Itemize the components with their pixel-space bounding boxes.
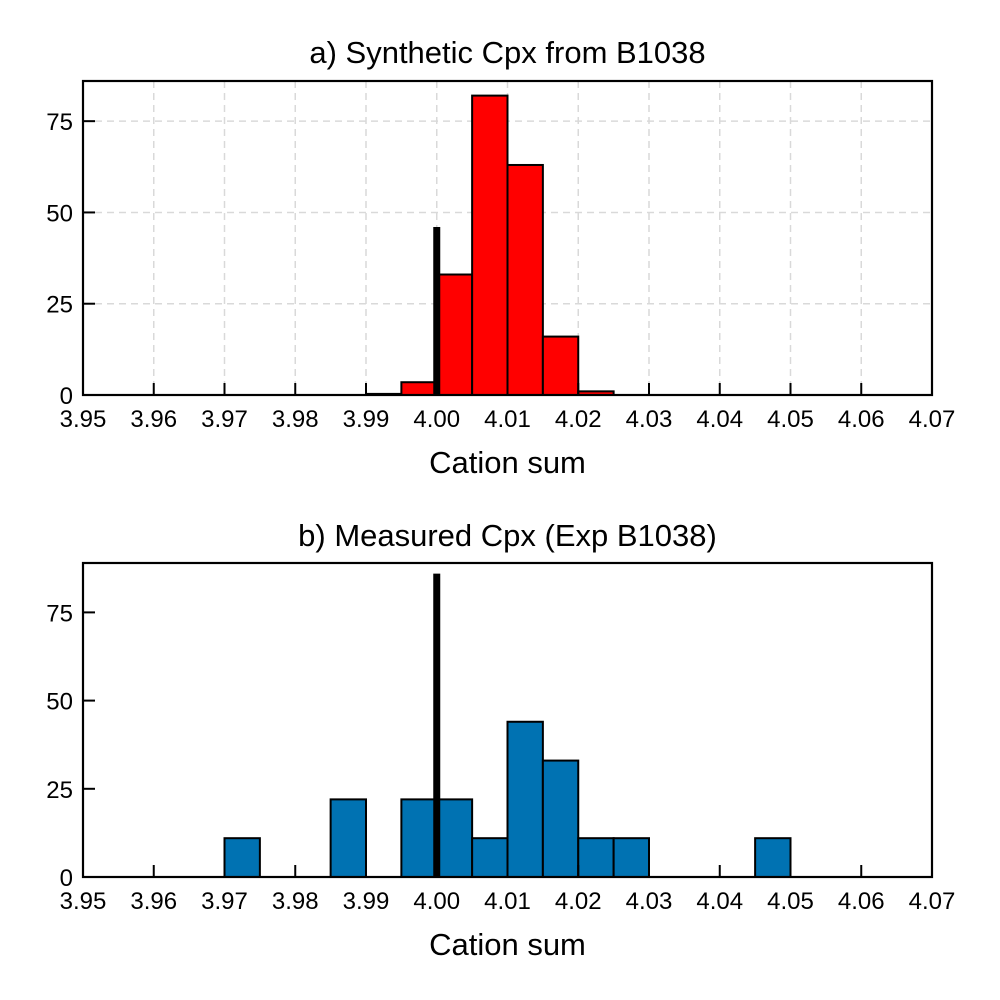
x-tick-label: 3.99 xyxy=(343,888,390,915)
histogram-bar xyxy=(471,94,509,397)
histogram-bar xyxy=(612,837,650,879)
x-tick-label: 3.96 xyxy=(130,406,177,433)
histogram-bar xyxy=(506,720,544,878)
x-tick-label: 3.97 xyxy=(201,888,248,915)
histogram-bar xyxy=(223,837,261,879)
histogram-bar xyxy=(577,837,615,879)
panel-a: a) Synthetic Cpx from B1038 3.95 3.96 3.97 3… xyxy=(46,35,955,480)
x-tick-label: 3.99 xyxy=(343,406,390,433)
histogram-bar xyxy=(400,798,438,878)
x-tick-label: 4.06 xyxy=(838,406,885,433)
x-tick-label: 4.00 xyxy=(413,406,460,433)
histogram-bar xyxy=(435,273,474,396)
histogram-bar xyxy=(541,335,580,396)
x-tick-label: 4.01 xyxy=(484,888,531,915)
x-tick-label: 4.03 xyxy=(626,888,673,915)
x-axis-label: Cation sum xyxy=(429,927,586,962)
histogram-bar xyxy=(435,798,474,878)
x-tick-label: 4.04 xyxy=(696,406,743,433)
y-tick-label: 75 xyxy=(46,600,73,627)
x-tick-label: 4.07 xyxy=(909,888,956,915)
y-tick-label: 50 xyxy=(46,689,73,716)
y-tick-label: 75 xyxy=(46,109,73,136)
histogram-bar xyxy=(471,837,509,879)
x-tick-label: 3.98 xyxy=(272,888,319,915)
x-tick-label: 3.97 xyxy=(201,406,248,433)
x-tick-label: 4.04 xyxy=(696,888,743,915)
x-tick-label: 4.05 xyxy=(767,406,814,433)
histogram-bar xyxy=(329,798,367,878)
x-tick-label: 3.95 xyxy=(60,888,107,915)
y-tick-label: 25 xyxy=(46,777,73,804)
y-tick-label: 25 xyxy=(46,292,73,319)
x-tick-label: 4.05 xyxy=(767,888,814,915)
y-tick-label: 0 xyxy=(60,383,73,410)
x-tick-label: 4.02 xyxy=(555,406,602,433)
histogram-bar xyxy=(506,163,544,396)
x-tick-label: 3.98 xyxy=(272,406,319,433)
x-tick-label: 4.01 xyxy=(484,406,531,433)
chart-title: b) Measured Cpx (Exp B1038) xyxy=(298,518,717,553)
x-tick-label: 4.06 xyxy=(838,888,885,915)
histogram-bar xyxy=(400,381,438,396)
histogram-bar xyxy=(541,759,580,879)
x-axis-label: Cation sum xyxy=(429,445,586,480)
x-tick-label: 4.03 xyxy=(626,406,673,433)
x-tick-label: 3.96 xyxy=(130,888,177,915)
panel-b: b) Measured Cpx (Exp B1038) 3.95 3.96 3.97 3… xyxy=(46,518,955,962)
x-tick-label: 3.95 xyxy=(60,406,107,433)
x-tick-label: 4.00 xyxy=(413,888,460,915)
chart-title: a) Synthetic Cpx from B1038 xyxy=(309,35,705,70)
y-tick-label: 0 xyxy=(60,865,73,892)
x-tick-label: 4.07 xyxy=(909,406,956,433)
y-tick-label: 50 xyxy=(46,200,73,227)
x-tick-label: 4.02 xyxy=(555,888,602,915)
histogram-bar xyxy=(754,837,792,879)
